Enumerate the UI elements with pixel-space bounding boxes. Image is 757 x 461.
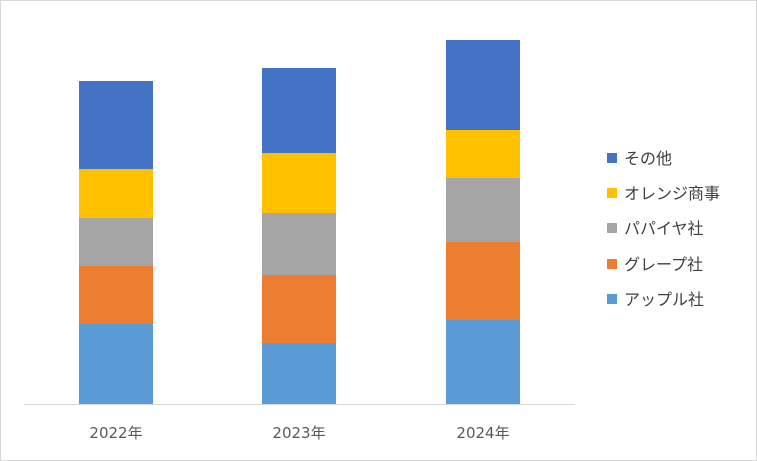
bar-segment-1-4 bbox=[79, 169, 153, 218]
legend-swatch bbox=[607, 188, 617, 198]
bar-segment-3-5 bbox=[446, 40, 520, 130]
bar-segment-2-3 bbox=[262, 213, 336, 275]
bar-segment-1-1 bbox=[79, 324, 153, 404]
bar-segment-3-2 bbox=[446, 242, 520, 320]
legend-swatch bbox=[607, 223, 617, 233]
x-tick-label: 2022年 bbox=[89, 424, 142, 442]
legend-swatch bbox=[607, 259, 617, 269]
legend-swatch bbox=[607, 153, 617, 163]
bar-segment-3-3 bbox=[446, 178, 520, 242]
bar-segment-1-5 bbox=[79, 81, 153, 169]
bar-segment-3-1 bbox=[446, 320, 520, 404]
legend-label: オレンジ商事 bbox=[624, 184, 720, 203]
bar-segment-2-4 bbox=[262, 153, 336, 213]
bar-segment-1-3 bbox=[79, 218, 153, 266]
legend-label: アップル社 bbox=[624, 290, 704, 309]
x-tick-label: 2024年 bbox=[456, 424, 509, 442]
legend-label: グレープ社 bbox=[624, 255, 703, 274]
bars-layer bbox=[79, 40, 520, 404]
bar-segment-1-2 bbox=[79, 266, 153, 324]
legend-label: パパイヤ社 bbox=[624, 219, 704, 238]
x-tick-labels: 2022年 2023年 2024年 bbox=[89, 424, 509, 442]
bar-segment-2-1 bbox=[262, 343, 336, 404]
bar-segment-3-4 bbox=[446, 130, 520, 178]
legend-label: その他 bbox=[624, 149, 672, 168]
legend-swatch bbox=[607, 294, 617, 304]
bar-segment-2-2 bbox=[262, 275, 336, 343]
bar-segment-2-5 bbox=[262, 68, 336, 153]
x-tick-label: 2023年 bbox=[272, 424, 325, 442]
